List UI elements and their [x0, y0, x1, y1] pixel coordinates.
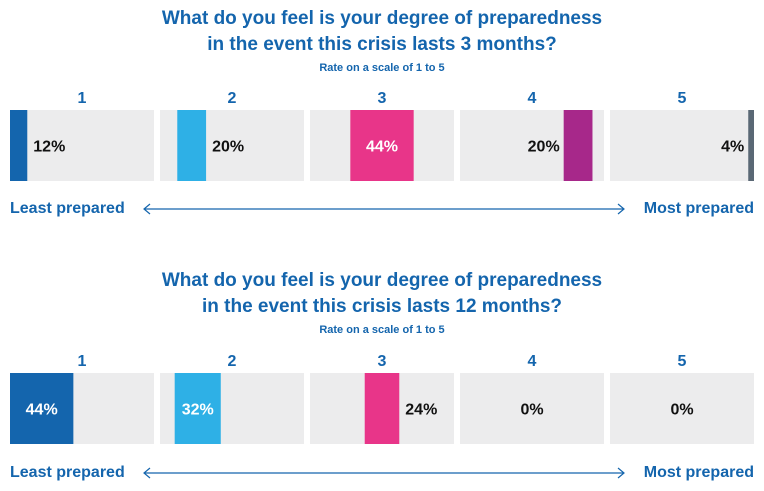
- bar-2: [174, 373, 221, 444]
- least-prepared-label: Least prepared: [10, 464, 125, 481]
- preparedness-scale: Least prepared Most prepared: [10, 199, 754, 219]
- category-label-1: 1: [78, 353, 87, 370]
- preparedness-scale: Least prepared Most prepared: [10, 463, 754, 483]
- chart-plot: 1 12% 2 20% 3 44% 4 20% 5 4%: [10, 90, 754, 181]
- chart-title-line-1: What do you feel is your degree of prepa…: [161, 8, 603, 29]
- double-arrow-icon: [143, 203, 625, 215]
- chart-plot: 1 44% 2 32% 3 24% 4 0% 5 0%: [10, 353, 754, 444]
- bar-3: [364, 373, 400, 444]
- panel-5: [610, 110, 754, 181]
- chart-title-line-1: What do you feel is your degree of prepa…: [161, 270, 603, 291]
- category-label-4: 4: [528, 353, 537, 370]
- data-label-4: 20%: [528, 139, 560, 156]
- bar-2: [177, 110, 207, 181]
- chart-title: What do you feel is your degree of prepa…: [0, 6, 764, 58]
- chart-subtitle: Rate on a scale of 1 to 5: [319, 324, 445, 336]
- category-label-5: 5: [678, 353, 687, 370]
- panel-1: [10, 110, 154, 181]
- data-label-2: 32%: [182, 402, 214, 419]
- data-label-4: 0%: [520, 402, 543, 419]
- most-prepared-label: Most prepared: [643, 200, 754, 217]
- category-label-3: 3: [378, 90, 387, 107]
- bar-1: [10, 373, 74, 444]
- panel-4: [460, 373, 604, 444]
- bar-5: [748, 110, 754, 181]
- data-label-5: 4%: [721, 139, 744, 156]
- category-label-2: 2: [228, 353, 237, 370]
- least-prepared-label: Least prepared: [10, 200, 125, 217]
- data-label-5: 0%: [670, 402, 693, 419]
- category-label-2: 2: [228, 90, 237, 107]
- chart-subtitle: Rate on a scale of 1 to 5: [319, 62, 445, 74]
- double-arrow-icon: [143, 467, 625, 479]
- chart-title-line-2: in the event this crisis lasts 12 months…: [201, 296, 563, 317]
- data-label-2: 20%: [212, 139, 244, 156]
- category-label-3: 3: [378, 353, 387, 370]
- bar-3: [350, 110, 414, 181]
- data-label-3: 24%: [405, 402, 437, 419]
- panel-5: [610, 373, 754, 444]
- category-label-4: 4: [528, 90, 537, 107]
- chart-title: What do you feel is your degree of prepa…: [0, 268, 764, 320]
- data-label-1: 12%: [33, 139, 65, 156]
- chart-title-line-2: in the event this crisis lasts 3 months?: [207, 34, 557, 55]
- data-label-1: 44%: [26, 402, 58, 419]
- bar-4: [563, 110, 593, 181]
- most-prepared-label: Most prepared: [643, 464, 754, 481]
- category-label-5: 5: [678, 90, 687, 107]
- bar-1: [10, 110, 28, 181]
- data-label-3: 44%: [366, 139, 398, 156]
- category-label-1: 1: [78, 90, 87, 107]
